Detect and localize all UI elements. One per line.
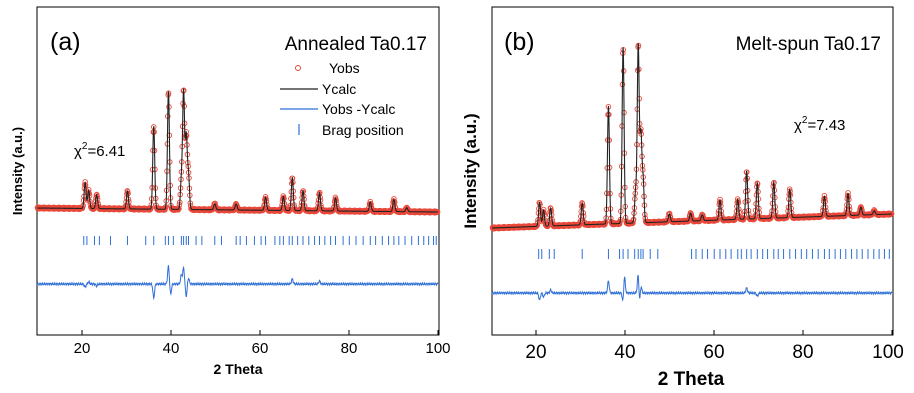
xtick-label-a-80: 80 [341,340,358,357]
xtick-label-a-40: 40 [163,340,180,357]
bragg-ticks-a [83,236,437,245]
legend-label-ycalc: Ycalc [322,81,356,97]
chi2-a: χ2=6.41 [74,141,125,160]
chi2-b-prefix: χ [794,117,802,134]
calculated-line-b [491,43,892,229]
panel-b: (b) Melt-spun Ta0.17 χ2=7.43 Intensity (… [461,6,904,390]
title-b: Melt-spun Ta0.17 [736,34,881,55]
ylabel-a: Intensity (a.u.) [10,127,25,215]
x-tick-marks-a [81,330,439,335]
legend-marker-yobs [295,65,301,71]
xtick-label-a-20: 20 [74,340,91,357]
calculated-line-a [37,88,438,213]
xtick-label-b-100: 100 [872,342,904,363]
panel-a: (a) Annealed Ta0.17 χ2=6.41 Intensity (a… [10,6,451,377]
xtick-label-a-100: 100 [425,340,450,357]
chi2-b-suffix: =7.43 [807,117,845,134]
plot-frame-a [36,6,440,336]
xtick-label-b-60: 60 [703,342,724,363]
xtick-label-a-60: 60 [252,340,269,357]
observed-points-b [489,42,895,232]
xtick-label-b-80: 80 [792,342,813,363]
plot-frame-b [491,6,894,336]
legend-label-bragg: Brag position [322,122,404,138]
difference-line-b [491,274,893,302]
x-tick-labels-b: 20 40 60 80 100 [525,342,903,363]
xlabel-b: 2 Theta [658,369,725,390]
panel-label-a: (a) [50,28,81,56]
x-tick-marks-b [535,330,893,335]
data-layer-a [34,87,441,301]
legend-label-diff: Yobs -Ycalc [322,101,395,117]
difference-line-a [36,265,439,301]
chi2-a-suffix: =6.41 [87,143,125,160]
xtick-label-b-20: 20 [525,342,546,363]
chi2-b-sup: 2 [802,115,808,126]
xlabel-a: 2 Theta [213,361,262,377]
ylabel-b: Intensity (a.u.) [461,113,480,228]
legend-a: Yobs Ycalc Yobs -Ycalc Brag position [280,60,404,138]
chi2-a-sup: 2 [82,141,88,152]
xtick-label-b-40: 40 [614,342,635,363]
data-layer-b [489,42,895,302]
panel-label-b: (b) [504,28,535,56]
title-a: Annealed Ta0.17 [285,34,427,55]
bragg-ticks-b [538,249,890,259]
chi2-a-prefix: χ [74,143,82,160]
legend-label-yobs: Yobs [329,60,360,76]
x-tick-labels-a: 20 40 60 80 100 [74,340,451,357]
observed-point-a-830 [367,198,374,205]
chi2-b: χ2=7.43 [794,115,845,134]
